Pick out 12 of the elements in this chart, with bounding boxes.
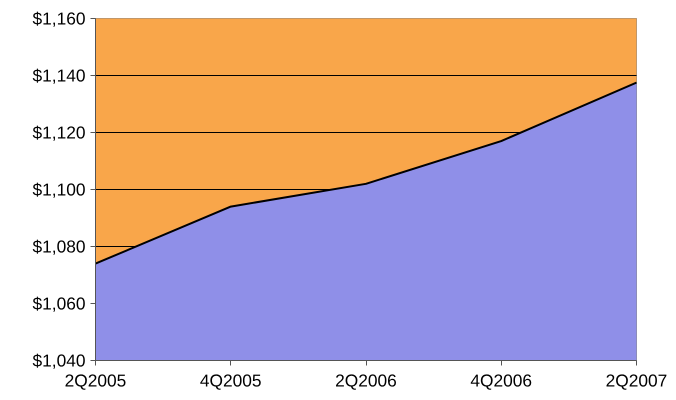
- y-tick-label: $1,120: [32, 122, 86, 142]
- y-tick-label: $1,040: [32, 350, 86, 370]
- x-tick-label: 4Q2006: [470, 370, 532, 390]
- x-tick-label: 2Q2006: [335, 370, 397, 390]
- y-tick-label: $1,100: [32, 180, 86, 200]
- y-tick-label: $1,140: [32, 66, 86, 86]
- y-tick-label: $1,160: [32, 8, 86, 28]
- y-tick-label: $1,060: [32, 294, 86, 314]
- y-tick-label: $1,080: [32, 236, 86, 256]
- x-tick-label: 2Q2005: [64, 370, 126, 390]
- x-tick-label: 4Q2005: [200, 370, 262, 390]
- x-tick-label: 2Q2007: [606, 370, 668, 390]
